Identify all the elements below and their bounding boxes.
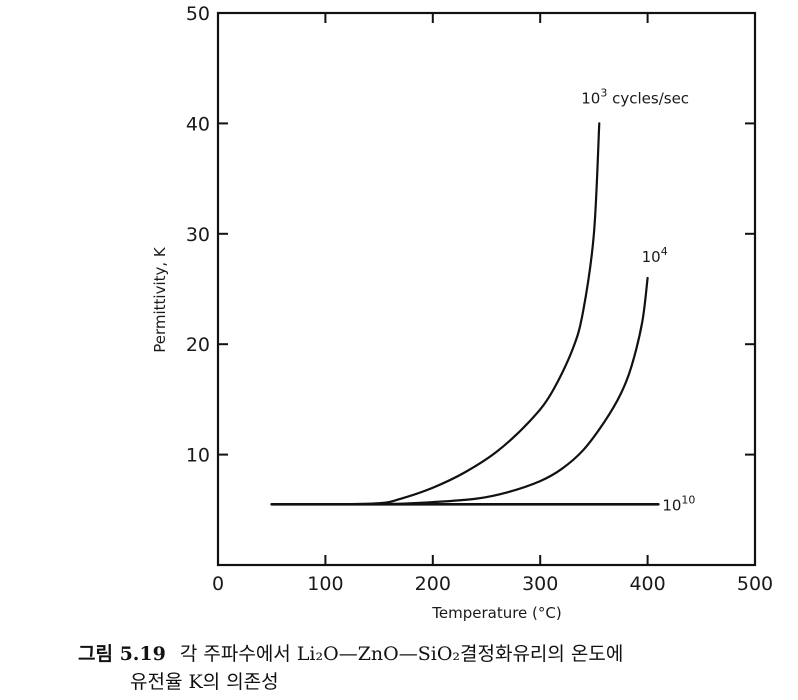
x-tick-label: 100 <box>307 573 343 595</box>
y-tick-label: 40 <box>186 113 210 135</box>
y-axis-ticks: 10 20 30 40 50 <box>186 3 755 467</box>
series-line-1e3 <box>270 122 601 506</box>
series-lines <box>270 122 660 506</box>
x-tick-label: 400 <box>629 573 665 595</box>
x-axis-title: Temperature (°C) <box>431 604 561 622</box>
caption-line-2: 유전율 K의 의존성 <box>130 671 279 693</box>
x-tick-label: 200 <box>415 573 451 595</box>
x-axis-ticks: 0 100 200 300 400 500 <box>212 13 773 595</box>
series-line-1e4 <box>270 276 649 506</box>
caption-line-1: 각 주파수에서 Li₂O—ZnO—SiO₂결정화유리의 온도에 <box>179 643 624 665</box>
x-tick-label: 500 <box>737 573 773 595</box>
series-label-1e4: 104 <box>642 245 668 266</box>
y-tick-label: 20 <box>186 334 210 356</box>
series-label-1e3: 103 cycles/sec <box>581 86 689 107</box>
y-tick-label: 50 <box>186 3 210 25</box>
figure-caption: 그림 5.19 각 주파수에서 Li₂O—ZnO—SiO₂결정화유리의 온도에 유… <box>78 640 793 696</box>
series-labels: 103 cycles/sec 104 1010 <box>581 86 695 514</box>
series-label-1e10: 1010 <box>662 493 695 514</box>
plot-frame <box>216 11 757 567</box>
y-axis-title: Permittivity, K <box>151 246 169 353</box>
y-tick-label: 30 <box>186 224 210 246</box>
x-tick-label: 0 <box>212 573 224 595</box>
x-tick-label: 300 <box>522 573 558 595</box>
figure-number: 그림 5.19 <box>78 643 166 665</box>
y-tick-label: 10 <box>186 445 210 467</box>
